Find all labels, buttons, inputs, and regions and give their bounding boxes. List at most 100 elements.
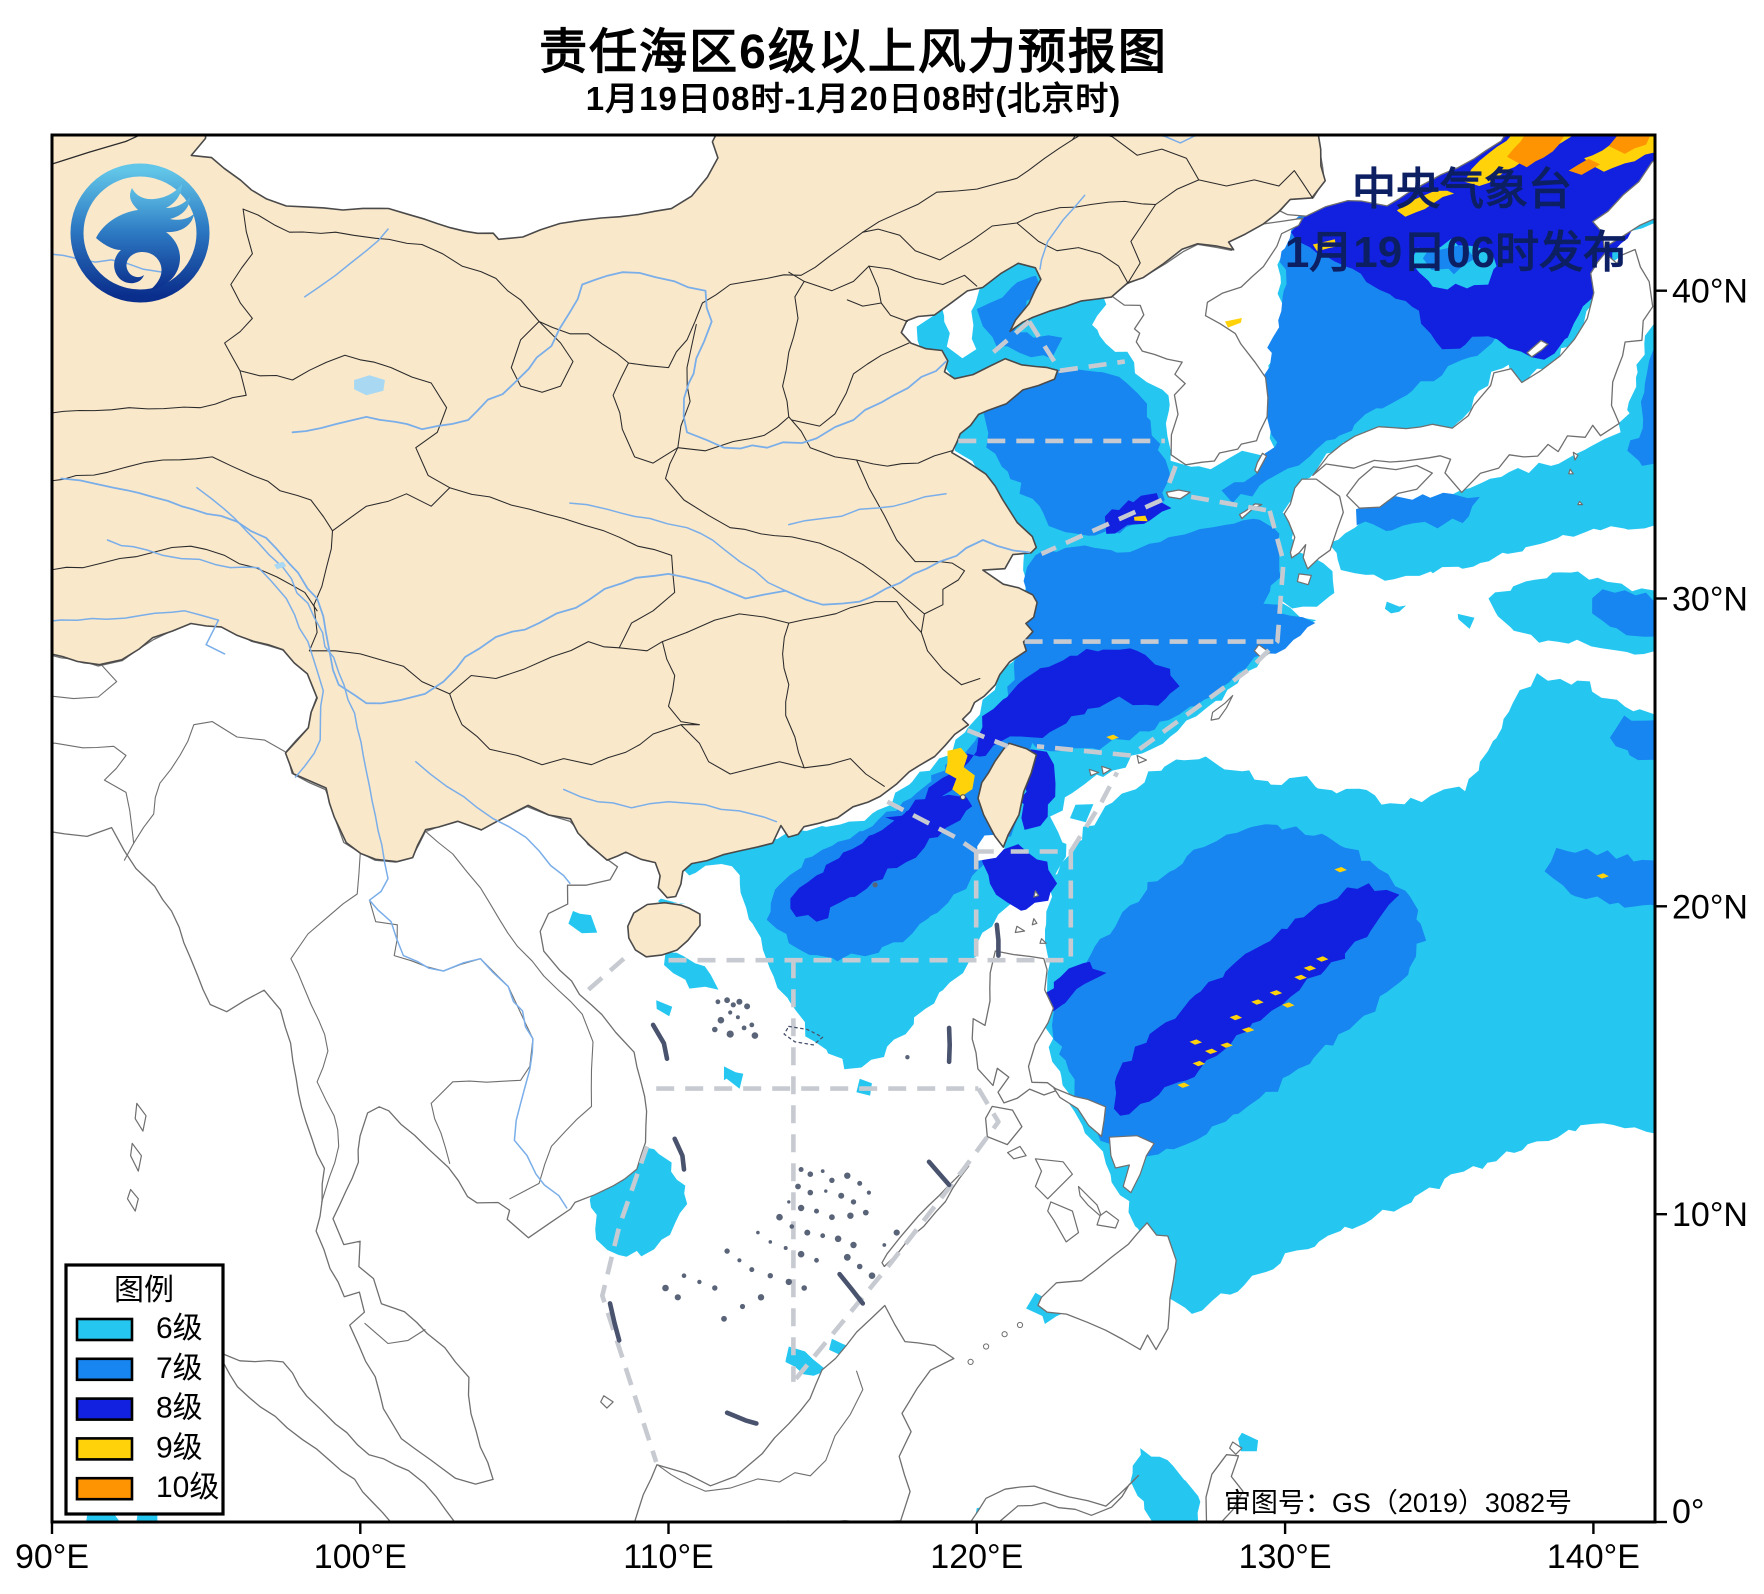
map-shape — [1134, 515, 1148, 522]
shikoku — [1346, 464, 1433, 509]
island-dot — [814, 1257, 819, 1263]
y-tick-label: 30°N — [1672, 581, 1748, 619]
y-tick-label: 40°N — [1672, 273, 1748, 311]
island-dot — [712, 1285, 718, 1291]
island-dot — [749, 1267, 755, 1273]
map-line — [583, 956, 626, 995]
island-dot — [844, 1172, 851, 1179]
map-line — [52, 545, 318, 612]
map-line — [1027, 320, 1126, 373]
map-shape — [1096, 1210, 1120, 1229]
island-dot — [757, 1294, 765, 1301]
y-tick-label: 20°N — [1672, 888, 1748, 926]
map-line — [657, 1370, 864, 1492]
map-line — [509, 1068, 593, 1200]
map-shape — [1007, 1145, 1027, 1160]
map-shape — [1077, 1185, 1103, 1218]
island-dot — [767, 1273, 773, 1279]
cma-logo-icon — [70, 163, 210, 303]
border-nw-corner — [52, 135, 142, 165]
taiwan-island — [977, 742, 1038, 848]
indochina-south-asia — [52, 621, 648, 1485]
small-island — [983, 1343, 990, 1350]
map-shape — [656, 1000, 673, 1017]
x-tick-label: 90°E — [15, 1538, 89, 1576]
map-line — [724, 1410, 759, 1426]
island-dot — [737, 1258, 742, 1263]
legend-swatch-3 — [75, 1437, 134, 1461]
wind-9-speck — [1334, 867, 1347, 873]
wind-9-speck — [1269, 990, 1283, 996]
map-line — [783, 1025, 824, 1046]
halmahera — [1205, 1454, 1244, 1522]
map-line — [1164, 465, 1178, 492]
island-dot — [789, 1224, 795, 1229]
map-shape — [1047, 1201, 1080, 1243]
island-dot — [820, 1233, 826, 1239]
island-dot — [829, 1177, 835, 1184]
russia — [1279, 135, 1506, 217]
map-line — [52, 208, 253, 414]
small-island — [1016, 1321, 1024, 1329]
jeju — [1165, 489, 1191, 500]
wind-9-speck — [1189, 1039, 1202, 1045]
map-shape — [785, 1346, 827, 1376]
island-dot — [674, 1294, 681, 1301]
map-line — [984, 319, 1031, 361]
wind-9-speck — [1241, 1027, 1255, 1033]
honshu — [1312, 248, 1654, 494]
island-dot — [893, 1229, 900, 1236]
bicol — [1053, 1087, 1107, 1138]
island-dot — [741, 1025, 747, 1031]
island-dot — [662, 1284, 669, 1292]
map-shape — [1101, 765, 1112, 775]
map-line — [886, 799, 978, 854]
map-line — [791, 1087, 1001, 1384]
island-dot — [868, 1272, 876, 1279]
map-shape — [723, 1066, 744, 1089]
wind-9-speck — [1106, 734, 1119, 740]
mindanao — [1037, 1222, 1177, 1351]
legend-label-4: 10级 — [156, 1471, 219, 1504]
legend-swatch-2 — [75, 1397, 134, 1421]
map-line — [569, 502, 787, 592]
island-dot — [856, 1263, 863, 1270]
island-dot — [850, 1241, 857, 1249]
map-line — [803, 265, 978, 292]
map-line — [1040, 497, 1163, 556]
map-shape — [1312, 239, 1337, 252]
island-dot — [807, 1171, 814, 1177]
map-line — [196, 486, 568, 1209]
map-shape — [1507, 135, 1565, 168]
map-line — [424, 830, 594, 1071]
map-shape — [1136, 754, 1147, 764]
island-dot — [735, 1015, 740, 1020]
map-shape — [1592, 589, 1655, 637]
map-line — [612, 362, 679, 464]
map-line — [239, 354, 451, 532]
wind-level-7-overlay — [1422, 245, 1476, 275]
legend-box — [64, 1263, 225, 1516]
island-dot — [843, 1253, 851, 1261]
island-dot — [721, 1315, 727, 1322]
island-dot — [736, 998, 743, 1005]
map-shape — [1384, 601, 1407, 614]
map-line — [1039, 194, 1086, 270]
map-shape — [1627, 349, 1655, 466]
island-dot — [717, 1016, 725, 1024]
map-content: 中央气象台 1月19日06时发布 审图号：GS（2019）3082号 — [52, 135, 1655, 1522]
wind-9-speck — [1204, 1048, 1218, 1054]
island-dot — [749, 1022, 755, 1028]
x-tick-label: 110°E — [623, 1538, 713, 1576]
island-dot — [768, 1240, 773, 1244]
map-shape — [1329, 1147, 1349, 1164]
map-shape — [1039, 938, 1047, 944]
island-dot — [801, 1285, 807, 1291]
map-shape — [1229, 1441, 1243, 1455]
map-line — [364, 1322, 426, 1345]
x-axis-labels: 90°E 100°E 110°E 120°E 130°E 140°E — [15, 1538, 1640, 1576]
wind-9-speck — [1220, 1042, 1233, 1048]
sulawesi — [969, 1474, 1140, 1522]
publisher-name: 中央气象台 — [1352, 165, 1572, 214]
